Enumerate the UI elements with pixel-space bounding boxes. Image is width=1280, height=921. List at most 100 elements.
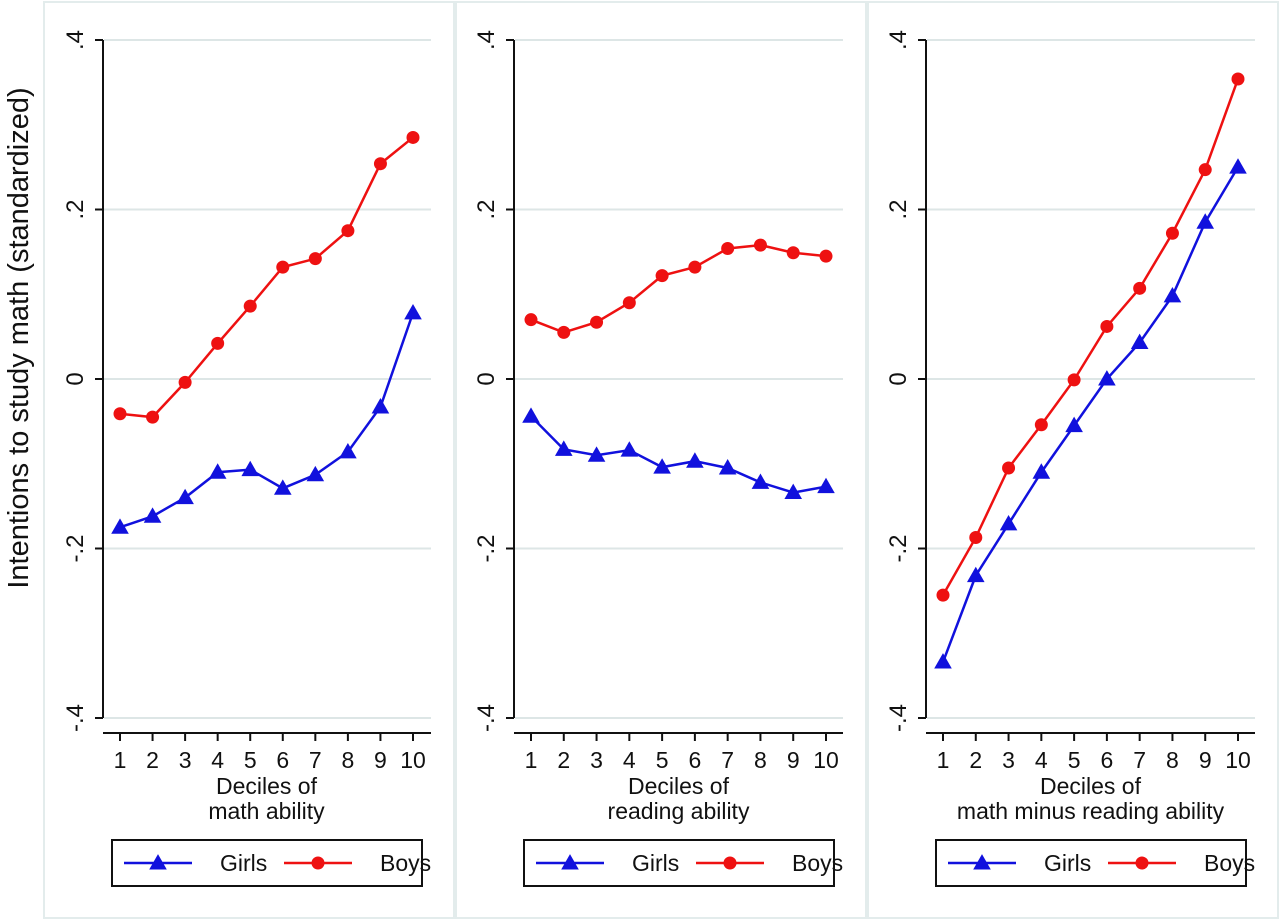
x-tick-label: 9 [1199,747,1212,773]
data-point-girls [306,465,325,482]
x-tick-label: 10 [813,747,839,773]
data-point-boys [373,157,387,171]
data-point-boys [276,260,290,274]
x-tick-label: 1 [114,747,127,773]
data-point-girls [404,303,422,320]
x-tick-label: 4 [1035,747,1048,773]
y-tick-label: .4 [885,30,912,50]
x-axis-title-line2: math minus reading ability [957,798,1225,824]
y-tick-label: -.2 [473,534,500,562]
data-point-boys [1198,163,1212,177]
legend-marker-girls [973,854,991,870]
data-point-boys [113,407,127,421]
data-point-girls [999,514,1018,531]
x-tick-label: 3 [179,747,192,773]
data-point-girls [1065,416,1083,433]
x-tick-label: 7 [721,747,734,773]
data-point-girls [1196,213,1215,229]
data-point-girls [522,407,540,423]
x-axis-title-line2: reading ability [608,798,750,824]
y-tick-label: -.4 [473,704,500,732]
legend-marker-boys [311,856,325,870]
series-line-boys [119,136,414,419]
panel-border [455,1,867,919]
x-axis-title-line2: math ability [208,798,325,824]
data-point-boys [590,315,604,329]
legend-label-girls: Girls [1044,850,1091,876]
data-point-boys [1231,72,1245,86]
data-point-boys [557,325,571,339]
data-point-boys [936,588,950,602]
data-point-girls [176,488,194,505]
y-tick-label: .2 [62,199,89,219]
x-tick-label: 7 [1133,747,1146,773]
data-point-boys [1100,319,1114,333]
x-tick-label: 7 [309,747,322,773]
data-point-girls [934,653,952,669]
y-tick-label: -.2 [62,534,89,562]
data-point-boys [753,238,767,252]
y-tick-label: -.4 [885,704,912,732]
data-point-girls [751,473,770,489]
data-point-boys [146,410,160,424]
data-point-boys [1133,281,1147,295]
data-point-girls [554,440,573,456]
legend-marker-boys [723,856,737,870]
x-tick-label: 8 [754,747,767,773]
legend: Girls Boys [935,839,1255,887]
x-axis-title-line1: Deciles of [628,773,730,799]
data-point-girls [620,441,639,457]
x-tick-label: 8 [341,747,354,773]
legend-marker-girls [149,854,167,870]
legend: Girls Boys [111,839,431,887]
x-tick-label: 1 [937,747,950,773]
data-point-girls [966,566,985,583]
x-tick-label: 9 [374,747,387,773]
y-tick-label: .2 [473,199,500,219]
y-tick-label: .4 [473,30,500,50]
data-point-girls [1229,158,1247,174]
legend-label-girls: Girls [220,850,267,876]
x-tick-label: 6 [276,747,289,773]
data-point-boys [1067,373,1081,387]
data-point-girls [1032,463,1051,479]
legend-label-girls: Girls [632,850,679,876]
series-line-girls [530,415,827,494]
data-point-girls [1163,287,1182,303]
x-tick-label: 2 [557,747,570,773]
data-point-boys [178,375,192,389]
data-point-girls [1130,333,1149,350]
y-tick-label: -.2 [885,534,912,562]
data-point-girls [111,518,129,534]
y-tick-label: -.4 [62,704,89,732]
y-tick-label: 0 [885,372,912,385]
data-point-girls [817,477,835,494]
data-point-boys [243,299,257,313]
data-point-girls [784,483,803,500]
x-tick-label: 3 [1002,747,1015,773]
x-tick-label: 9 [787,747,800,773]
data-point-girls [339,442,357,459]
series-line-girls [119,312,415,529]
data-point-girls [718,459,737,475]
data-point-boys [341,224,355,238]
legend-box [111,839,423,887]
x-tick-label: 5 [656,747,669,773]
data-point-girls [686,452,704,468]
x-tick-label: 1 [525,747,538,773]
data-point-girls [371,398,390,414]
data-point-girls [273,479,292,495]
x-tick-label: 6 [688,747,701,773]
x-tick-label: 4 [623,747,636,773]
data-point-girls [143,507,162,523]
legend-marker-boys [1135,856,1149,870]
data-point-boys [524,313,538,327]
data-point-boys [655,269,669,283]
data-point-boys [1165,226,1179,240]
data-point-girls [1098,370,1116,386]
data-point-girls [208,463,227,479]
panel-2: -.4 -.2 0 .2 .4 1 2 3 4 5 6 7 8 9 10 Deciles ofreading … [455,1,867,919]
x-axis-title-line1: Deciles of [216,773,318,799]
x-tick-label: 4 [211,747,224,773]
